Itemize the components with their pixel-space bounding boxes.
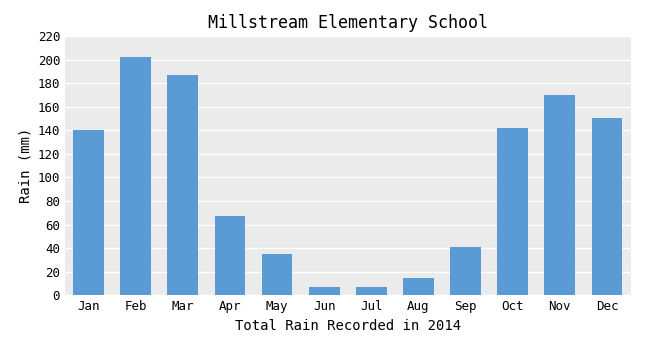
Title: Millstream Elementary School: Millstream Elementary School <box>208 14 488 32</box>
Bar <box>497 128 528 295</box>
Bar <box>120 57 151 295</box>
X-axis label: Total Rain Recorded in 2014: Total Rain Recorded in 2014 <box>235 319 461 333</box>
Bar <box>309 287 339 295</box>
Bar <box>356 287 387 295</box>
Bar <box>73 130 104 295</box>
Bar <box>592 118 622 295</box>
Bar <box>214 216 245 295</box>
Bar <box>168 75 198 295</box>
Bar <box>403 278 434 295</box>
Y-axis label: Rain (mm): Rain (mm) <box>18 128 32 203</box>
Bar <box>450 247 481 295</box>
Bar <box>262 254 292 295</box>
Bar <box>545 95 575 295</box>
